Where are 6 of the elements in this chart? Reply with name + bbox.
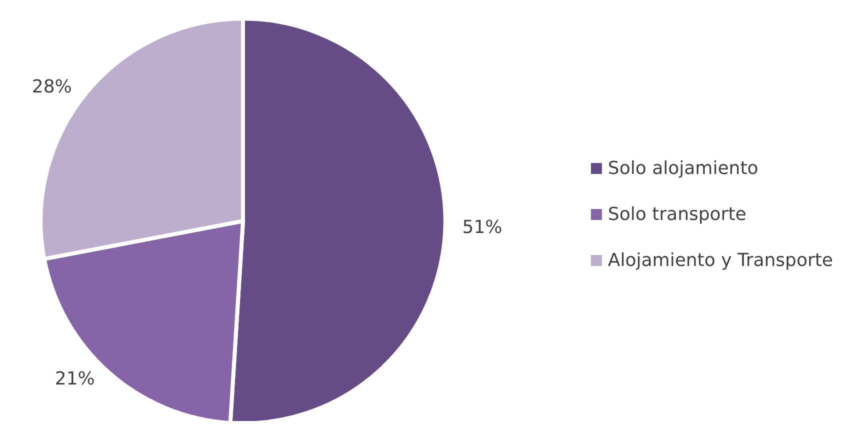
legend-label: Solo transporte (608, 204, 746, 225)
data-label: 51% (462, 217, 502, 238)
data-label: 21% (54, 368, 95, 390)
legend-label: Alojamiento y Transporte (608, 250, 834, 271)
data-label: 28% (32, 76, 72, 98)
legend-label: Solo alojamiento (608, 158, 758, 179)
